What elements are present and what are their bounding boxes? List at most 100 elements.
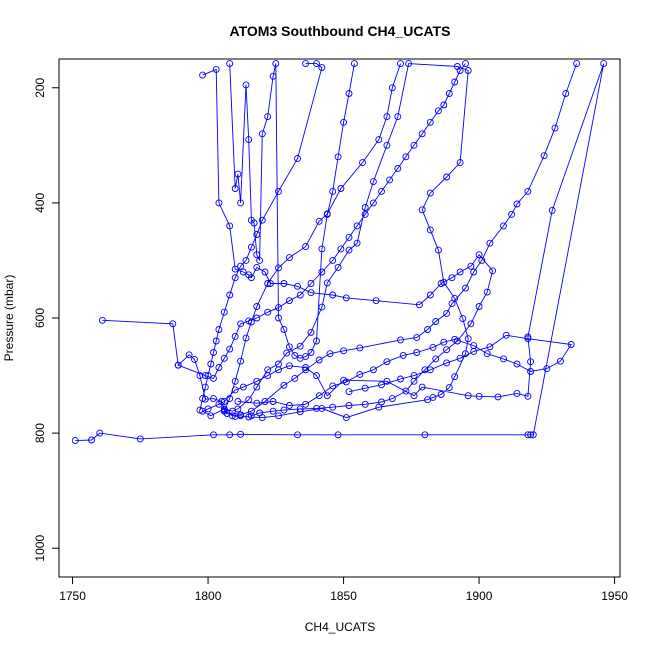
data-point — [356, 370, 364, 378]
data-point — [434, 246, 442, 254]
series-line — [178, 63, 466, 379]
data-point — [283, 349, 291, 357]
data-point — [275, 187, 282, 195]
data-point — [464, 67, 472, 74]
data-point — [383, 113, 391, 121]
data-point — [88, 436, 95, 444]
data-point — [212, 65, 220, 73]
data-point — [345, 388, 353, 396]
data-point — [231, 386, 239, 394]
data-point — [313, 404, 320, 412]
data-point — [527, 358, 535, 366]
y-tick-label: 1000 — [33, 535, 47, 562]
data-point — [210, 374, 217, 382]
data-point — [443, 173, 451, 181]
data-point — [459, 315, 467, 323]
data-point — [475, 251, 483, 259]
data-point — [524, 392, 532, 400]
data-point — [253, 383, 261, 391]
data-point — [383, 358, 391, 366]
data-point — [513, 360, 521, 368]
data-point — [185, 351, 193, 359]
data-point — [237, 320, 245, 328]
x-tick-label: 1950 — [601, 589, 628, 603]
data-point — [345, 246, 353, 254]
data-point — [226, 345, 234, 353]
data-point — [231, 332, 239, 340]
y-tick-label: 800 — [33, 423, 47, 443]
data-point — [231, 274, 239, 282]
data-point — [567, 341, 575, 348]
data-point — [500, 355, 507, 363]
data-point — [440, 101, 448, 109]
series-7 — [196, 60, 326, 414]
data-point — [201, 383, 209, 391]
data-point — [445, 90, 453, 97]
y-axis-label: Pressure (mbar) — [2, 275, 16, 362]
data-point — [302, 353, 310, 361]
data-point — [215, 364, 223, 371]
data-point — [410, 372, 418, 380]
data-point — [443, 346, 451, 354]
data-point — [315, 217, 323, 225]
data-point — [237, 199, 245, 207]
data-point — [418, 383, 426, 391]
data-point — [342, 378, 350, 386]
data-point — [456, 354, 464, 362]
data-point — [342, 414, 350, 422]
data-point — [397, 60, 404, 68]
data-point — [291, 351, 299, 359]
data-point — [220, 308, 228, 316]
data-point — [456, 268, 464, 276]
data-point — [394, 113, 402, 121]
y-tick-label: 600 — [33, 308, 47, 328]
data-point — [313, 337, 320, 345]
data-point — [256, 409, 264, 417]
data-point — [247, 412, 255, 420]
data-point — [475, 303, 483, 310]
data-point — [318, 64, 326, 72]
data-point — [302, 366, 310, 374]
data-point — [329, 291, 337, 299]
data-point — [402, 387, 410, 395]
data-point — [329, 256, 337, 264]
data-point — [239, 383, 247, 391]
data-point — [456, 159, 464, 167]
data-point — [247, 243, 255, 251]
data-point — [397, 375, 404, 383]
data-point — [247, 407, 255, 415]
data-point — [253, 231, 261, 238]
data-point — [489, 267, 497, 275]
data-point — [294, 155, 301, 163]
data-point — [237, 430, 245, 438]
data-point — [269, 398, 277, 405]
data-point — [253, 263, 261, 271]
data-point — [226, 291, 234, 299]
data-point — [237, 357, 245, 365]
data-point — [323, 279, 331, 287]
data-point — [500, 222, 507, 230]
data-point — [234, 405, 242, 413]
x-axis-label: CH4_UCATS — [305, 620, 375, 634]
data-point — [483, 288, 491, 296]
series-line — [199, 63, 323, 411]
data-point — [296, 405, 304, 413]
data-point — [556, 357, 564, 365]
data-point — [361, 384, 369, 392]
data-point — [464, 392, 472, 400]
data-point — [440, 338, 448, 346]
data-point — [207, 360, 215, 368]
data-point — [342, 294, 350, 302]
data-point — [242, 256, 250, 264]
data-point — [280, 406, 288, 414]
data-point — [426, 291, 434, 299]
data-point — [378, 381, 385, 389]
data-point — [402, 153, 410, 161]
data-point — [294, 282, 301, 290]
data-point — [334, 263, 342, 271]
data-point — [361, 210, 369, 218]
data-point — [318, 245, 326, 253]
series-line — [202, 68, 494, 417]
data-point — [451, 373, 459, 381]
